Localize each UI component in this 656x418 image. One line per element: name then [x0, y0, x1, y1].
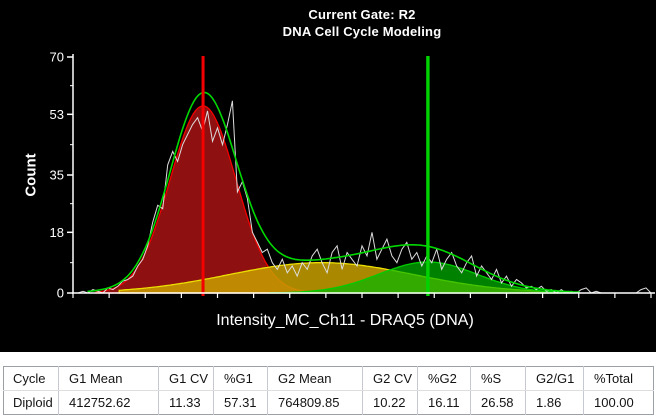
raw-histogram-trace [73, 100, 652, 294]
column-header-g1-cv: G1 CV [158, 366, 214, 391]
column-header-g1-mean: G1 Mean [58, 366, 159, 391]
model-fit-curve [87, 91, 580, 293]
column-header-cycle: Cycle [3, 366, 59, 391]
cell--g1: 57.31 [213, 390, 268, 415]
y-tick-label: 70 [50, 50, 64, 65]
cell--total: 100.00 [583, 390, 654, 415]
column-header--g1: %G1 [213, 366, 268, 391]
y-tick-label: 35 [50, 168, 64, 183]
column-header--total: %Total [583, 366, 654, 391]
cell--g2: 16.11 [417, 390, 471, 415]
x-axis-label: Intensity_MC_Ch11 - DRAQ5 (DNA) [216, 312, 474, 329]
y-tick-label: 18 [50, 225, 64, 240]
y-tick-label: 53 [50, 107, 64, 122]
column-header--s: %S [470, 366, 526, 391]
cell-g1-cv: 11.33 [158, 390, 214, 415]
column-header--g2: %G2 [417, 366, 471, 391]
cell-g2-mean: 764809.85 [267, 390, 363, 415]
column-header-g2-mean: G2 Mean [267, 366, 363, 391]
cell-cycle-histogram-plot: 0 18 35 53 70 [50, 50, 655, 301]
chart-title: Current Gate: R2 [308, 7, 416, 22]
cell-cycle: Diploid [13, 395, 53, 410]
column-header-g2-g1: G2/G1 [525, 366, 584, 391]
cell-cycle-stats-table: Cycle G1 Mean G1 CV %G1 G2 Mean G2 CV %G2 %S G2/… [3, 366, 654, 415]
table-row: Diploid 412752.62 11.33 57.31 764809.85 10.22… [4, 390, 654, 415]
cell--s: 26.58 [470, 390, 526, 415]
table-header-row: Cycle G1 Mean G1 CV %G1 G2 Mean G2 CV %G2 %S G2/… [3, 366, 654, 391]
chart-subtitle: DNA Cell Cycle Modeling [282, 24, 442, 39]
cell-g2-g1: 1.86 [525, 390, 584, 415]
y-tick-label: 0 [57, 286, 64, 301]
cell-g1-mean: 412752.62 [58, 390, 159, 415]
cell-g2-cv: 10.22 [362, 390, 418, 415]
table-header: Cycle G1 Mean G1 CV %G1 G2 Mean G2 CV %G2 %S G2/… [3, 366, 654, 391]
column-header-g2-cv: G2 CV [362, 366, 418, 391]
chart-panel: Current Gate: R2 DNA Cell Cycle Modeling… [0, 0, 656, 352]
table-body: Diploid 412752.62 11.33 57.31 764809.85 10.22… [4, 390, 654, 415]
